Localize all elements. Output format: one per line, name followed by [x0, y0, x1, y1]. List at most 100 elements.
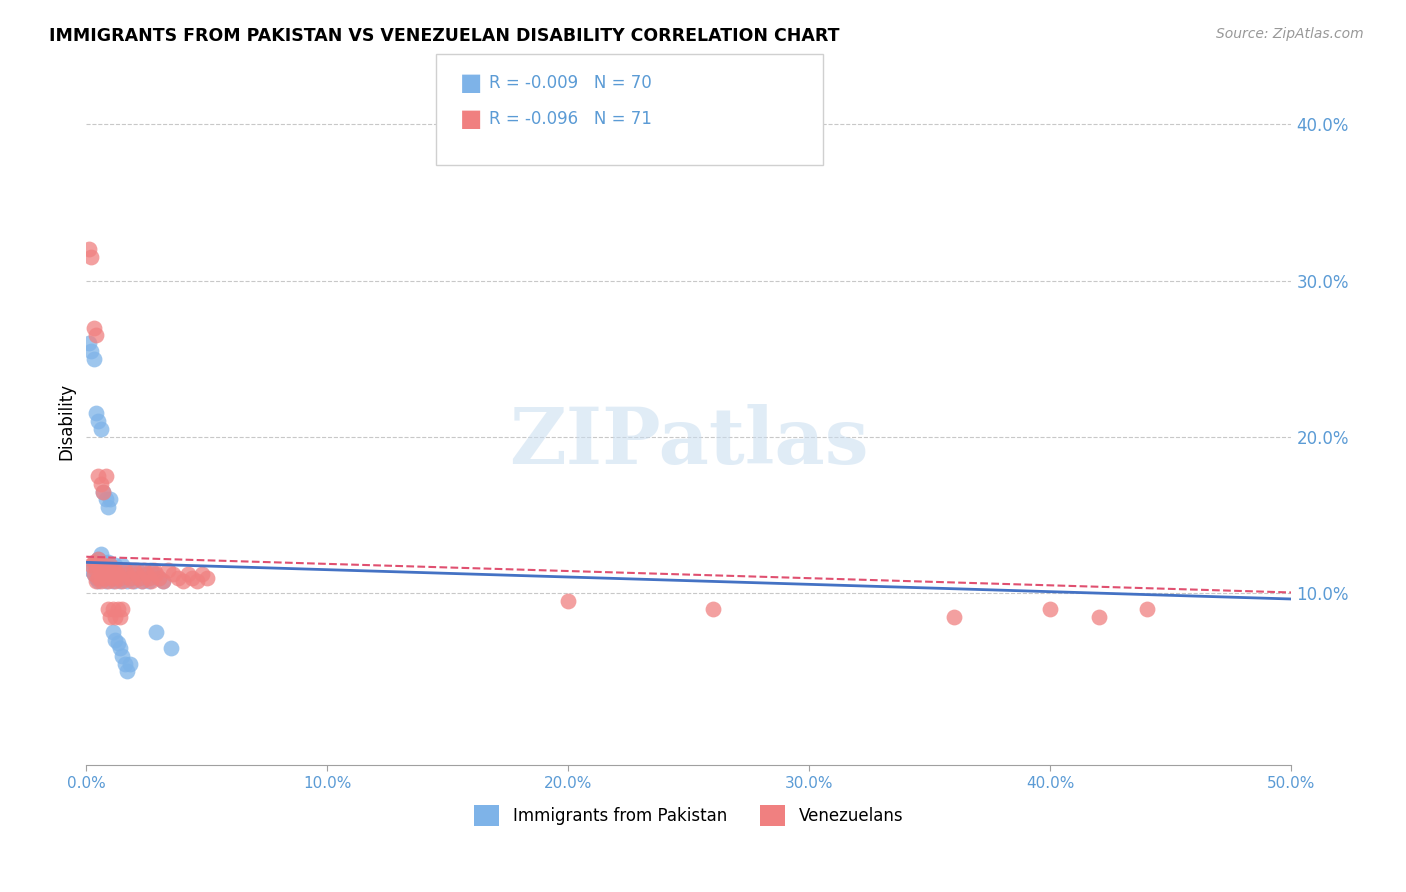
Point [191, 567, 214, 582]
Point [167, 571, 190, 585]
Point [125, 567, 148, 582]
Point [117, 665, 139, 679]
Point [80, 558, 103, 573]
Text: ■: ■ [460, 107, 482, 130]
Point [87, 552, 110, 566]
Point [101, 625, 124, 640]
Point [142, 567, 165, 582]
Point [124, 563, 146, 577]
Point [91, 484, 114, 499]
Point [83, 567, 105, 582]
Point [157, 563, 180, 577]
Point [100, 567, 122, 582]
Point [91, 558, 114, 573]
Point [104, 633, 127, 648]
Point [101, 563, 124, 577]
Point [101, 563, 124, 577]
Point [108, 640, 131, 655]
Point [90, 571, 112, 585]
Point [117, 567, 139, 582]
Point [141, 563, 163, 577]
Point [83, 351, 105, 366]
Point [108, 563, 131, 577]
Point [94, 574, 117, 588]
Point [90, 476, 112, 491]
Point [131, 574, 153, 588]
Point [131, 574, 153, 588]
Text: ZIPatlas: ZIPatlas [509, 404, 869, 480]
Point [107, 571, 129, 585]
Point [128, 571, 150, 585]
Point [557, 594, 579, 608]
Point [111, 558, 134, 573]
Point [97, 563, 120, 577]
Point [128, 571, 150, 585]
Point [114, 563, 136, 577]
Point [108, 574, 131, 588]
Point [100, 492, 122, 507]
Point [94, 571, 117, 585]
Point [172, 574, 194, 588]
Point [125, 563, 148, 577]
Point [87, 552, 110, 566]
Point [111, 648, 134, 663]
Point [145, 567, 167, 582]
Point [114, 563, 136, 577]
Point [943, 609, 966, 624]
Point [142, 563, 165, 577]
Point [90, 563, 112, 577]
Point [84, 563, 107, 577]
Point [87, 414, 110, 428]
Point [107, 567, 129, 582]
Point [94, 558, 117, 573]
Point [111, 602, 134, 616]
Point [83, 558, 105, 573]
Point [117, 574, 139, 588]
Point [80, 250, 103, 264]
Point [91, 567, 114, 582]
Point [100, 567, 122, 582]
Point [148, 571, 170, 585]
Point [77, 336, 100, 351]
Point [100, 609, 122, 624]
Point [84, 571, 107, 585]
Point [97, 602, 120, 616]
Point [104, 563, 127, 577]
Point [104, 574, 127, 588]
Point [124, 574, 146, 588]
Point [97, 571, 120, 585]
Point [94, 563, 117, 577]
Point [1136, 602, 1159, 616]
Point [101, 602, 124, 616]
Point [145, 625, 167, 640]
Point [138, 574, 160, 588]
Point [97, 555, 120, 569]
Point [84, 574, 107, 588]
Legend: Immigrants from Pakistan, Venezuelans: Immigrants from Pakistan, Venezuelans [468, 799, 910, 832]
Point [108, 609, 131, 624]
Point [121, 574, 143, 588]
Point [186, 574, 208, 588]
Point [97, 500, 120, 515]
Point [87, 469, 110, 483]
Text: IMMIGRANTS FROM PAKISTAN VS VENEZUELAN DISABILITY CORRELATION CHART: IMMIGRANTS FROM PAKISTAN VS VENEZUELAN D… [49, 27, 839, 45]
Point [176, 567, 198, 582]
Point [84, 328, 107, 343]
Point [114, 571, 136, 585]
Point [90, 558, 112, 573]
Point [159, 640, 181, 655]
Point [100, 558, 122, 573]
Point [97, 574, 120, 588]
Point [91, 555, 114, 569]
Point [107, 602, 129, 616]
Text: ■: ■ [460, 71, 482, 95]
Point [87, 558, 110, 573]
Point [195, 571, 218, 585]
Point [162, 567, 184, 582]
Point [134, 567, 156, 582]
Point [87, 563, 110, 577]
Point [101, 571, 124, 585]
Point [117, 567, 139, 582]
Text: R = -0.096   N = 71: R = -0.096 N = 71 [489, 110, 652, 128]
Point [107, 563, 129, 577]
